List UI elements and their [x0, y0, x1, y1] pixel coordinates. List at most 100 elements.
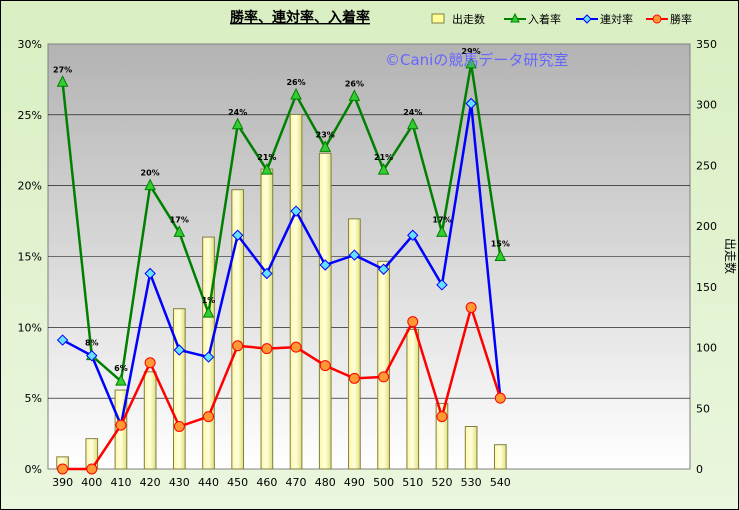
legend-marker [652, 14, 662, 24]
left-tick-label: 5% [25, 392, 42, 405]
x-tick-label: 450 [227, 476, 248, 489]
series-point [115, 419, 127, 431]
bar [493, 444, 507, 470]
series-point [465, 97, 477, 110]
x-tick-label: 470 [286, 476, 307, 489]
right-tick-label: 50 [696, 402, 710, 415]
series-line [62, 103, 502, 430]
series-point [231, 117, 244, 130]
data-label: 29% [462, 47, 481, 56]
left-tick-label: 25% [18, 109, 42, 122]
series-point [436, 411, 448, 423]
series-point [115, 374, 127, 386]
legend-marker [510, 12, 520, 23]
x-tick-label: 490 [344, 476, 365, 489]
x-tick-label: 400 [81, 476, 102, 489]
legend-label: 出走数 [452, 12, 485, 26]
x-tick-label: 500 [373, 476, 394, 489]
series-point [57, 463, 69, 475]
watermark: ©Caniの競馬データ研究室 [385, 51, 568, 69]
series-point [261, 162, 273, 175]
right-tick-label: 200 [696, 220, 717, 233]
data-label: 17% [432, 215, 451, 224]
data-label: 21% [257, 153, 276, 162]
series-point [436, 225, 448, 237]
series-point [348, 89, 361, 101]
series-line [62, 303, 502, 471]
data-label: 24% [228, 108, 247, 117]
series-point [465, 302, 477, 313]
right-tick-label: 0 [696, 463, 703, 476]
x-tick-label: 520 [431, 476, 452, 489]
x-tick-label: 510 [402, 476, 423, 489]
series-point [86, 349, 98, 362]
bar [435, 402, 449, 470]
series-point [407, 316, 419, 328]
bar [231, 189, 245, 470]
series-point [202, 306, 215, 318]
series-point [377, 263, 390, 275]
series-point [319, 140, 332, 152]
right-axis-label: 出走数 [723, 238, 738, 274]
series-point [173, 225, 186, 237]
series-point [144, 178, 156, 191]
bar [143, 371, 157, 470]
bar [172, 308, 186, 470]
legend-label: 入着率 [528, 12, 561, 26]
series-point [319, 360, 331, 372]
bar [348, 218, 361, 470]
series-point [261, 343, 273, 355]
series-point [465, 56, 477, 69]
data-label: 15% [491, 240, 510, 249]
bar [406, 328, 420, 470]
series-point [348, 372, 360, 384]
legend-label: 連対率 [600, 12, 633, 26]
x-tick-label: 430 [169, 476, 190, 489]
bar [318, 152, 332, 470]
series-point [378, 371, 390, 383]
series-point [203, 411, 214, 423]
series-point [377, 162, 390, 175]
data-label: 8% [85, 339, 99, 348]
series-point [290, 87, 302, 100]
series-point [56, 75, 69, 87]
x-tick-label: 390 [52, 476, 73, 489]
series-point [231, 229, 244, 241]
right-tick-label: 300 [696, 99, 717, 112]
series-point [290, 341, 302, 353]
data-label: 26% [345, 79, 364, 88]
series-point [202, 351, 215, 363]
data-label: 6% [114, 364, 128, 373]
data-label: 26% [286, 78, 305, 87]
bar [464, 426, 478, 470]
data-label: 23% [316, 130, 335, 139]
x-tick-label: 530 [461, 476, 482, 489]
data-label: 27% [53, 65, 72, 74]
series-point [144, 357, 156, 369]
right-tick-label: 250 [696, 159, 717, 172]
data-label: 1% [202, 296, 216, 305]
x-tick-label: 480 [315, 476, 336, 489]
data-label: 20% [141, 169, 160, 178]
left-tick-label: 15% [18, 251, 42, 264]
right-tick-label: 150 [696, 281, 717, 294]
x-tick-label: 540 [490, 476, 511, 489]
series-line [61, 63, 502, 384]
legend: 出走数 入着率 連対率 勝率 [431, 12, 692, 26]
chart-title: 勝率、連対率、入着率 [230, 9, 370, 26]
series-point [144, 267, 156, 280]
series-point [494, 249, 507, 261]
right-tick-label: 350 [696, 38, 717, 51]
series-point [319, 259, 331, 271]
series-point [290, 205, 302, 217]
series-point [406, 117, 419, 130]
x-tick-label: 440 [198, 476, 219, 489]
bar [260, 168, 274, 470]
bar [289, 113, 303, 470]
bar [377, 260, 390, 470]
series-point [407, 229, 419, 241]
left-tick-label: 30% [18, 38, 42, 51]
x-tick-label: 410 [110, 476, 131, 489]
legend-swatch [431, 13, 445, 24]
